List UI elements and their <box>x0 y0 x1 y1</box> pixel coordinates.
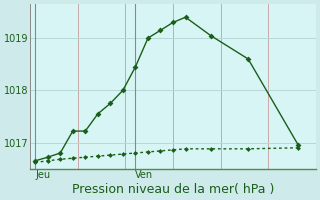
X-axis label: Pression niveau de la mer( hPa ): Pression niveau de la mer( hPa ) <box>72 183 274 196</box>
